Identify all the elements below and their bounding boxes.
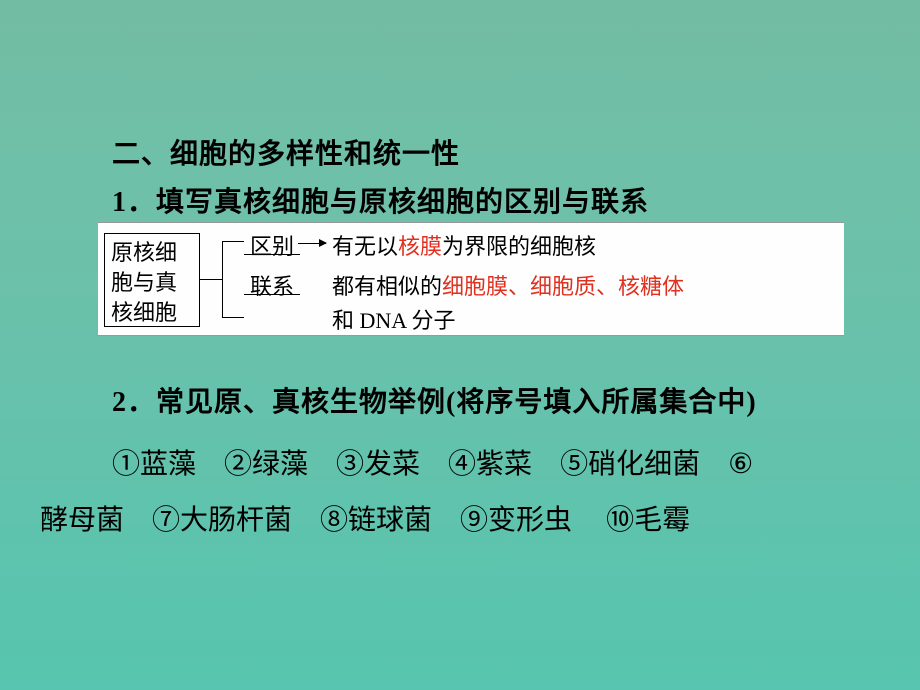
bracket-top xyxy=(222,241,244,242)
examples-line-1: ①蓝藻 ②绿藻 ③发菜 ④紫菜 ⑤硝化细菌 ⑥ xyxy=(112,442,753,482)
ex10: ⑩毛霉 xyxy=(606,505,690,536)
row2-highlight: 细胞膜、细胞质、核糖体 xyxy=(442,274,684,299)
ex2: ②绿藻 xyxy=(224,449,308,480)
row2-underline xyxy=(244,294,300,295)
ex5: ⑤硝化细菌 xyxy=(560,449,700,480)
point-2: 2．常见原、真核生物举例(将序号填入所属集合中) xyxy=(112,380,757,420)
bracket-bottom xyxy=(222,317,244,318)
point-1: 1．填写真核细胞与原核细胞的区别与联系 xyxy=(112,180,649,220)
row3-text: 和 DNA 分子 xyxy=(332,303,455,335)
box-line1: 原核细 xyxy=(111,240,177,265)
left-category-box: 原核细 胞与真 核细胞 xyxy=(104,233,200,327)
connector-line xyxy=(200,279,222,280)
row1-highlight: 核膜 xyxy=(398,234,442,259)
row1-post: 为界限的细胞核 xyxy=(442,234,596,259)
bracket-vertical xyxy=(222,241,223,317)
ex8: ⑧链球菌 xyxy=(320,505,432,536)
row1-label: 区别 xyxy=(250,229,294,261)
row2-text: 都有相似的细胞膜、细胞质、核糖体 xyxy=(332,269,684,301)
section-heading: 二、细胞的多样性和统一性 xyxy=(112,132,460,172)
row2-label: 联系 xyxy=(250,269,294,301)
ex9: ⑨变形虫 xyxy=(460,505,572,536)
box-line2: 胞与真 xyxy=(111,270,177,295)
ex3: ③发菜 xyxy=(336,449,420,480)
row2-pre: 都有相似的 xyxy=(332,274,442,299)
box-line3: 核细胞 xyxy=(111,300,177,325)
slide: 二、细胞的多样性和统一性 1．填写真核细胞与原核细胞的区别与联系 原核细 胞与真… xyxy=(0,0,920,690)
ex7: ⑦大肠杆菌 xyxy=(152,505,292,536)
row1-text: 有无以核膜为界限的细胞核 xyxy=(332,229,596,261)
examples-line-2: 酵母菌 ⑦大肠杆菌 ⑧链球菌 ⑨变形虫 ⑩毛霉 xyxy=(40,498,690,538)
ex6: ⑥ xyxy=(728,449,753,480)
ex6b: 酵母菌 xyxy=(40,505,124,536)
ex1: ①蓝藻 xyxy=(112,449,196,480)
row1-underline xyxy=(244,254,300,255)
row1-pre: 有无以 xyxy=(332,234,398,259)
row1-arrow xyxy=(298,243,326,244)
comparison-diagram: 原核细 胞与真 核细胞 区别 有无以核膜为界限的细胞核 联系 都有相似的细胞膜、… xyxy=(98,222,844,336)
ex4: ④紫菜 xyxy=(448,449,532,480)
